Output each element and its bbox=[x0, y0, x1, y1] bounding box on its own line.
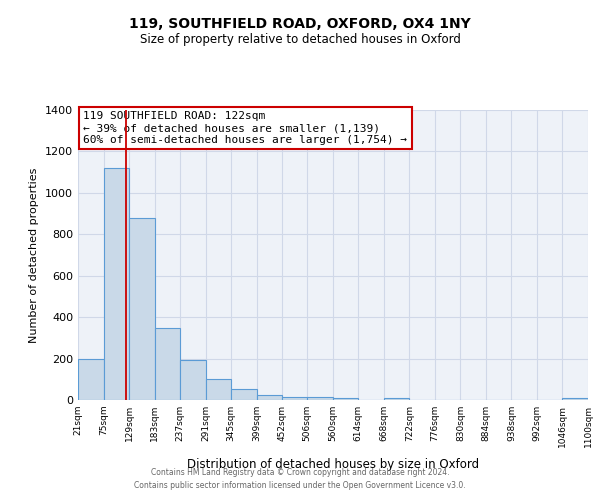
Bar bbox=[78, 358, 104, 400]
Bar bbox=[384, 398, 409, 400]
X-axis label: Distribution of detached houses by size in Oxford: Distribution of detached houses by size … bbox=[187, 458, 479, 471]
Bar bbox=[104, 168, 129, 400]
Bar bbox=[231, 388, 257, 400]
Bar bbox=[155, 328, 180, 400]
Bar bbox=[333, 398, 358, 400]
Bar bbox=[180, 360, 206, 400]
Bar bbox=[307, 397, 333, 400]
Bar bbox=[206, 380, 231, 400]
Text: 119, SOUTHFIELD ROAD, OXFORD, OX4 1NY: 119, SOUTHFIELD ROAD, OXFORD, OX4 1NY bbox=[129, 18, 471, 32]
Text: 119 SOUTHFIELD ROAD: 122sqm
← 39% of detached houses are smaller (1,139)
60% of : 119 SOUTHFIELD ROAD: 122sqm ← 39% of det… bbox=[83, 112, 407, 144]
Bar bbox=[129, 218, 155, 400]
Y-axis label: Number of detached properties: Number of detached properties bbox=[29, 168, 40, 342]
Text: Contains HM Land Registry data © Crown copyright and database right 2024.: Contains HM Land Registry data © Crown c… bbox=[151, 468, 449, 477]
Bar bbox=[282, 397, 307, 400]
Bar bbox=[562, 398, 588, 400]
Text: Contains public sector information licensed under the Open Government Licence v3: Contains public sector information licen… bbox=[134, 480, 466, 490]
Text: Size of property relative to detached houses in Oxford: Size of property relative to detached ho… bbox=[140, 32, 460, 46]
Bar bbox=[257, 395, 282, 400]
